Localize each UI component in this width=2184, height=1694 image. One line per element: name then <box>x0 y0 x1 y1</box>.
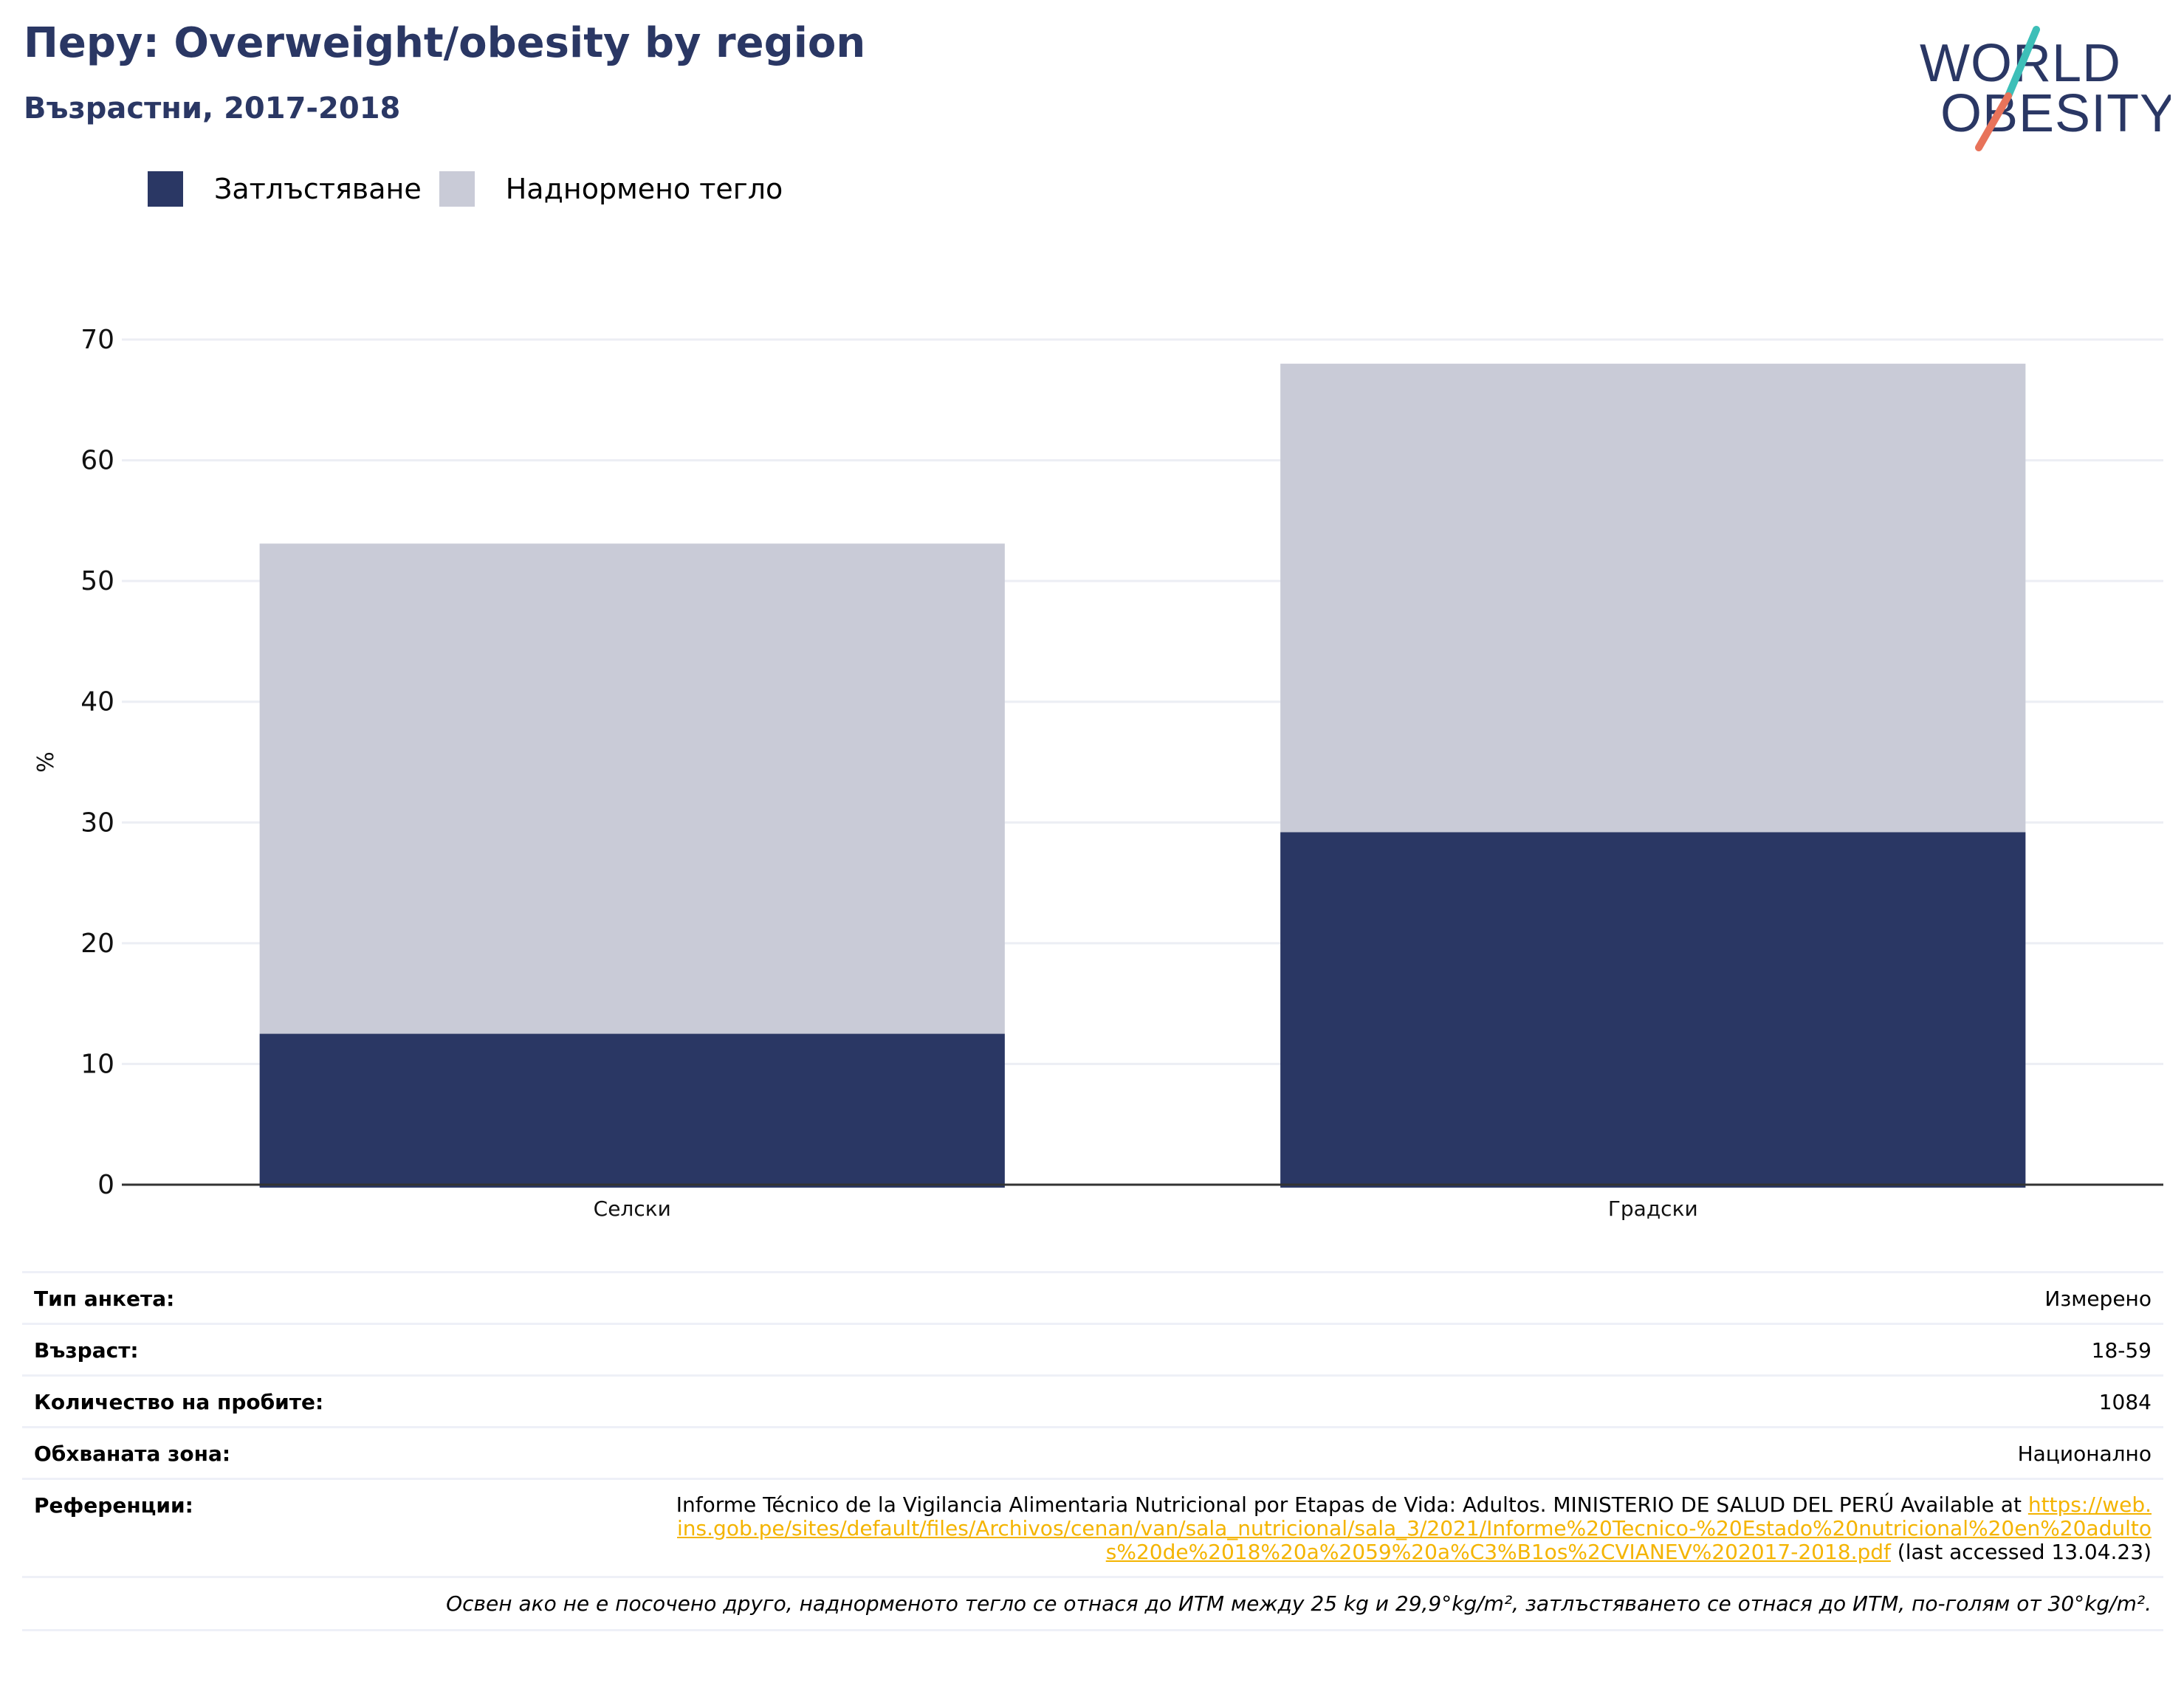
bar-overweight-1 <box>1280 363 2026 833</box>
info-row-sample-size: Количество на пробите: 1084 <box>22 1374 2163 1426</box>
y-tick-label: 30 <box>80 808 114 838</box>
legend-swatch-obesity <box>148 171 183 207</box>
info-label: Обхваната зона: <box>34 1442 231 1466</box>
info-table: Тип анкета: Измерено Възраст: 18-59 Коли… <box>22 1271 2163 1631</box>
reference-text: Informe Técnico de la Vigilancia Aliment… <box>675 1493 2152 1564</box>
info-row-area: Обхваната зона: Национално <box>22 1426 2163 1478</box>
y-tick-label: 0 <box>97 1170 114 1200</box>
y-tick-label: 40 <box>80 687 114 717</box>
info-label: Тип анкета: <box>34 1287 175 1311</box>
y-tick-label: 70 <box>80 325 114 355</box>
info-value: 1084 <box>2098 1390 2152 1414</box>
chart-title: Перу: Overweight/obesity by region <box>24 19 866 67</box>
footnote: Освен ако не е посочено друго, наднормен… <box>22 1576 2163 1631</box>
legend-item-obesity[interactable]: Затлъстяване <box>148 171 422 207</box>
info-row-age: Възраст: 18-59 <box>22 1323 2163 1374</box>
legend-item-overweight[interactable]: Наднормено тегло <box>439 171 783 207</box>
y-tick-label: 10 <box>80 1049 114 1079</box>
y-tick-label: 20 <box>80 929 114 959</box>
reference-link[interactable]: https://web.ins.gob.pe/sites/default/fil… <box>677 1492 2152 1564</box>
bar-chart: 0 10 20 30 40 50 60 70% Селски Градски <box>33 325 2163 1221</box>
x-tick-label: Градски <box>1608 1197 1698 1221</box>
bar-overweight-0 <box>259 543 1005 1034</box>
bar-obesity-0 <box>259 1033 1005 1188</box>
chart-subtitle: Възрастни, 2017-2018 <box>24 92 401 125</box>
info-label: Количество на пробите: <box>34 1390 324 1414</box>
logo-slash-bottom <box>1975 92 2012 151</box>
reference-citation: Informe Técnico de la Vigilancia Aliment… <box>676 1492 2022 1517</box>
x-tick-label: Селски <box>594 1197 671 1221</box>
logo-line2: OBESITY <box>1940 84 2171 143</box>
world-obesity-logo: WORLD OBESITY <box>1920 26 2171 151</box>
reference-accessed: (last accessed 13.04.23) <box>1897 1540 2152 1564</box>
legend-swatch-overweight <box>439 171 475 207</box>
y-tick-label: 50 <box>80 566 114 596</box>
info-value: Национално <box>2017 1442 2152 1466</box>
info-value: Измерено <box>2044 1287 2152 1311</box>
y-axis-label: % <box>33 751 59 773</box>
info-label: Референции: <box>34 1493 193 1518</box>
info-row-survey-type: Тип анкета: Измерено <box>22 1271 2163 1323</box>
y-tick-label: 60 <box>80 446 114 476</box>
legend-label-obesity: Затлъстяване <box>214 173 422 205</box>
chart-legend: Затлъстяване Наднормено тегло <box>148 170 800 208</box>
info-label: Възраст: <box>34 1338 139 1363</box>
info-value: 18-59 <box>2091 1338 2152 1363</box>
bar-obesity-1 <box>1280 832 2026 1188</box>
info-row-references: Референции: Informe Técnico de la Vigila… <box>22 1478 2163 1576</box>
logo-slash-top <box>2005 26 2040 100</box>
legend-label-overweight: Наднормено тегло <box>505 173 783 205</box>
